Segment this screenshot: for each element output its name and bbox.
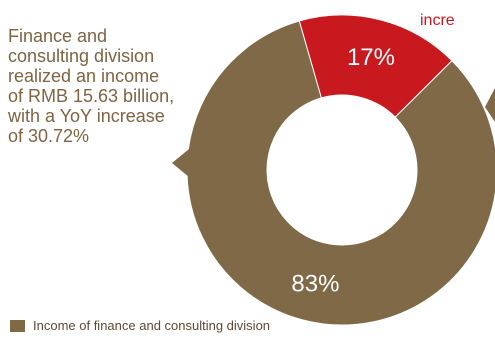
left-callout-pointer	[172, 149, 189, 177]
donut-slice-83	[186, 20, 495, 326]
legend: Income of finance and consulting divisio…	[10, 318, 270, 333]
finance-division-annotation: Finance and consulting division realized…	[8, 26, 175, 146]
legend-swatch	[10, 319, 25, 332]
right-callout-pointer	[485, 88, 495, 122]
slice-label-17: 17%	[347, 44, 395, 71]
slice-label-83: 83%	[291, 270, 339, 297]
legend-label: Income of finance and consulting divisio…	[33, 318, 271, 333]
increase-annotation-fragment: incre	[420, 12, 455, 29]
